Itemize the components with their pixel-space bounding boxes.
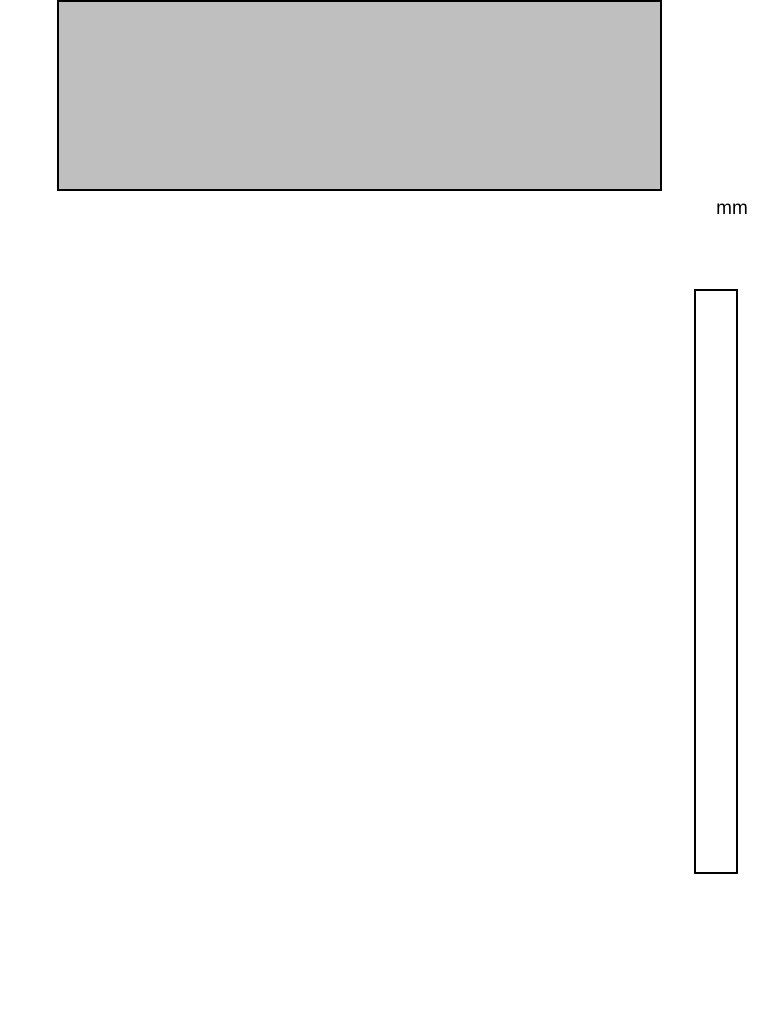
colorbar-unit-label: mm xyxy=(716,198,748,219)
map-[object Object]1 xyxy=(57,0,662,191)
map-canvas-[object Object]1 xyxy=(59,2,660,189)
colorbar xyxy=(694,289,738,874)
